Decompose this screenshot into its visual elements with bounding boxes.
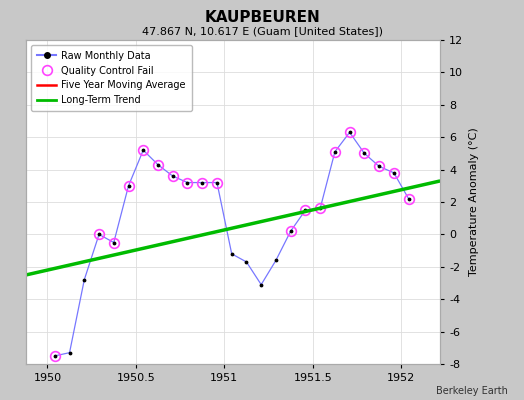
Legend: Raw Monthly Data, Quality Control Fail, Five Year Moving Average, Long-Term Tren: Raw Monthly Data, Quality Control Fail, … [31,45,192,111]
Text: 47.867 N, 10.617 E (Guam [United States]): 47.867 N, 10.617 E (Guam [United States]… [141,26,383,36]
Text: Berkeley Earth: Berkeley Earth [436,386,508,396]
Y-axis label: Temperature Anomaly (°C): Temperature Anomaly (°C) [469,128,479,276]
Text: KAUPBEUREN: KAUPBEUREN [204,10,320,25]
